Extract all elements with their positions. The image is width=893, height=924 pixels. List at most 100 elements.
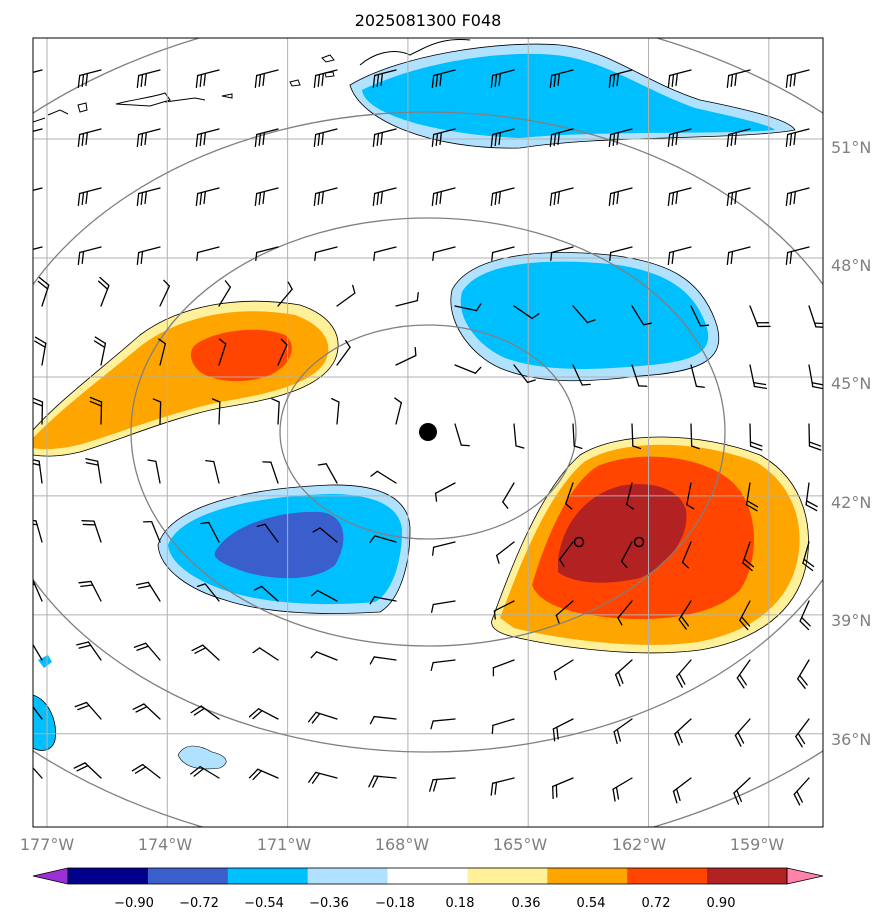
wind-barb bbox=[131, 763, 161, 779]
wind-barb bbox=[431, 600, 456, 613]
wind-barb bbox=[726, 246, 751, 266]
wind-barb bbox=[672, 777, 692, 804]
wind-barb bbox=[33, 519, 43, 543]
wind-barb bbox=[614, 659, 633, 687]
positive-anomaly-east bbox=[491, 436, 809, 654]
wind-barb bbox=[372, 69, 397, 89]
wind-barb bbox=[802, 541, 815, 571]
wind-barb bbox=[262, 461, 279, 484]
wind-barb bbox=[608, 69, 633, 89]
colorbar-segment bbox=[147, 868, 229, 884]
wind-barb bbox=[312, 527, 338, 543]
wind-barb bbox=[369, 715, 397, 725]
map-frame bbox=[32, 37, 824, 828]
wind-barb bbox=[33, 69, 43, 73]
wind-barb bbox=[200, 521, 220, 543]
wind-barb bbox=[33, 766, 43, 779]
range-ring bbox=[33, 111, 823, 753]
wind-barb bbox=[513, 305, 540, 320]
range-ring bbox=[279, 324, 577, 540]
wind-barb bbox=[271, 398, 280, 425]
colorbar-tick-label: 0.18 bbox=[446, 896, 475, 911]
wind-barb bbox=[490, 128, 515, 148]
colorbar-tick-label: −0.54 bbox=[244, 896, 284, 911]
wind-barb bbox=[675, 659, 692, 688]
wind-barb bbox=[190, 765, 220, 779]
wind-barb bbox=[434, 482, 456, 502]
wind-barb bbox=[726, 187, 751, 207]
wind-barb bbox=[617, 600, 633, 626]
colorbar-tick-label: −0.90 bbox=[114, 896, 154, 911]
lat-label: 42°N bbox=[831, 493, 871, 512]
wind-barb bbox=[631, 423, 642, 450]
wind-barb bbox=[667, 246, 692, 266]
wind-barb bbox=[73, 762, 102, 779]
wind-barb bbox=[195, 187, 220, 207]
wind-barb bbox=[34, 336, 47, 366]
wind-barb bbox=[733, 777, 751, 805]
colorbar-tick-label: 0.36 bbox=[512, 896, 541, 911]
wind-barb bbox=[369, 535, 397, 543]
wind-barb bbox=[77, 69, 102, 89]
wind-barb bbox=[159, 279, 171, 307]
wind-barb bbox=[313, 187, 338, 207]
colorbar-tick-labels: −0.90 −0.72 −0.54 −0.36 −0.18 0.18 0.36 … bbox=[114, 896, 735, 911]
wind-barb bbox=[749, 364, 767, 390]
wind-barb bbox=[370, 470, 397, 484]
wind-barb bbox=[33, 128, 43, 132]
wind-barb bbox=[158, 338, 166, 366]
wind-barb bbox=[690, 423, 700, 450]
wind-barb bbox=[608, 187, 633, 207]
wind-barb bbox=[490, 187, 515, 207]
wind-barb bbox=[805, 482, 818, 512]
wind-barb bbox=[491, 718, 515, 734]
wind-barb bbox=[97, 276, 110, 307]
wind-barb bbox=[552, 777, 574, 800]
colorbar-segment bbox=[547, 868, 628, 884]
plot-title: 2025081300 F048 bbox=[355, 11, 502, 30]
wind-barb bbox=[565, 482, 574, 510]
lon-label: 168°W bbox=[375, 835, 430, 854]
wind-barb bbox=[612, 777, 633, 802]
wind-barb bbox=[369, 656, 397, 665]
colorbar-segment bbox=[68, 868, 149, 884]
wind-barb bbox=[432, 541, 456, 556]
colorbar-segment bbox=[387, 868, 468, 884]
wind-barb bbox=[431, 69, 456, 89]
wind-barb bbox=[678, 600, 692, 630]
colorbar-tick-label: 0.90 bbox=[707, 896, 736, 911]
wind-barb bbox=[37, 276, 50, 307]
wind-barb bbox=[136, 128, 161, 148]
wind-barb bbox=[631, 305, 653, 326]
wind-barb bbox=[142, 520, 161, 543]
wind-barb bbox=[195, 128, 220, 148]
open-marker-1 bbox=[573, 536, 585, 548]
colorbar-segment bbox=[467, 868, 548, 884]
wind-barb bbox=[135, 581, 161, 602]
lon-label: 159°W bbox=[730, 835, 785, 854]
colorbar-segment bbox=[707, 868, 788, 884]
wind-barb bbox=[734, 718, 751, 747]
wind-barb bbox=[430, 718, 456, 730]
colorbar-tick-label: 0.54 bbox=[577, 896, 606, 911]
wind-barb bbox=[667, 128, 692, 148]
wind-barb bbox=[205, 459, 220, 484]
wind-barb bbox=[196, 246, 220, 262]
wind-barb bbox=[454, 423, 470, 447]
wind-barb bbox=[795, 718, 810, 748]
wind-barb bbox=[739, 600, 751, 631]
wind-barb bbox=[431, 128, 456, 148]
lon-label: 177°W bbox=[20, 835, 75, 854]
wind-barb bbox=[372, 128, 397, 148]
wind-barb bbox=[513, 423, 525, 449]
wind-barb bbox=[793, 777, 810, 806]
colorbar-tick-label: −0.18 bbox=[375, 896, 415, 911]
wind-barb bbox=[308, 771, 338, 784]
wind-barb bbox=[493, 600, 515, 620]
colorbar-tick-label: −0.36 bbox=[309, 896, 349, 911]
wind-barb bbox=[609, 246, 633, 262]
wind-barb bbox=[77, 128, 102, 148]
wind-barb bbox=[254, 128, 279, 148]
wind-barb bbox=[248, 708, 279, 720]
wind-barb bbox=[553, 659, 574, 681]
